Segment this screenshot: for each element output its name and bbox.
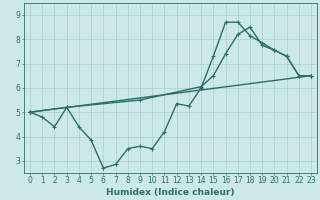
- X-axis label: Humidex (Indice chaleur): Humidex (Indice chaleur): [106, 188, 235, 197]
